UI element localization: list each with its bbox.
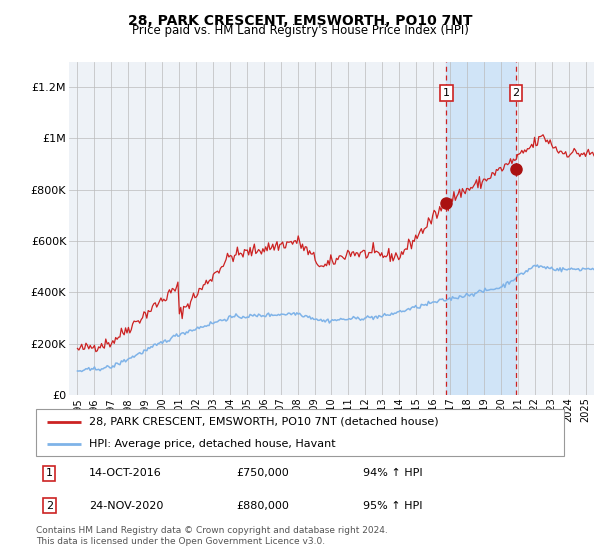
Text: 94% ↑ HPI: 94% ↑ HPI: [364, 468, 423, 478]
Text: 28, PARK CRESCENT, EMSWORTH, PO10 7NT: 28, PARK CRESCENT, EMSWORTH, PO10 7NT: [128, 14, 472, 28]
Text: 28, PARK CRESCENT, EMSWORTH, PO10 7NT (detached house): 28, PARK CRESCENT, EMSWORTH, PO10 7NT (d…: [89, 417, 439, 427]
Bar: [446, 62, 516, 395]
Text: Price paid vs. HM Land Registry's House Price Index (HPI): Price paid vs. HM Land Registry's House …: [131, 24, 469, 37]
Text: HPI: Average price, detached house, Havant: HPI: Average price, detached house, Hava…: [89, 438, 335, 449]
Text: £750,000: £750,000: [236, 468, 289, 478]
Text: 2: 2: [512, 88, 520, 98]
Text: 95% ↑ HPI: 95% ↑ HPI: [364, 501, 423, 511]
Text: 2: 2: [46, 501, 53, 511]
Text: Contains HM Land Registry data © Crown copyright and database right 2024.
This d: Contains HM Land Registry data © Crown c…: [36, 526, 388, 546]
Text: 24-NOV-2020: 24-NOV-2020: [89, 501, 163, 511]
Text: 14-OCT-2016: 14-OCT-2016: [89, 468, 161, 478]
Text: £880,000: £880,000: [236, 501, 290, 511]
Text: 1: 1: [443, 88, 450, 98]
Text: 1: 1: [46, 468, 53, 478]
